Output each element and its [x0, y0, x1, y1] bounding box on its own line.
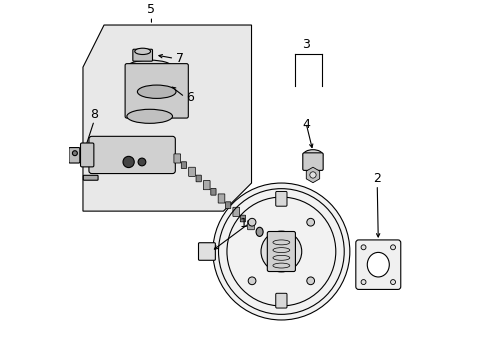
FancyBboxPatch shape — [225, 202, 230, 208]
Circle shape — [72, 151, 77, 156]
FancyBboxPatch shape — [275, 192, 286, 206]
Circle shape — [248, 277, 255, 285]
FancyBboxPatch shape — [247, 221, 254, 230]
Text: 6: 6 — [186, 90, 194, 104]
Ellipse shape — [303, 150, 322, 160]
Text: 7: 7 — [176, 52, 183, 65]
FancyBboxPatch shape — [181, 162, 186, 168]
Ellipse shape — [137, 85, 176, 98]
Text: 4: 4 — [302, 118, 309, 131]
FancyBboxPatch shape — [218, 194, 224, 203]
FancyBboxPatch shape — [188, 167, 195, 176]
FancyBboxPatch shape — [267, 231, 295, 271]
Ellipse shape — [126, 109, 172, 123]
Ellipse shape — [366, 252, 388, 277]
Circle shape — [309, 172, 315, 178]
FancyBboxPatch shape — [203, 181, 210, 190]
Circle shape — [138, 158, 145, 166]
Polygon shape — [83, 25, 251, 211]
FancyBboxPatch shape — [83, 175, 98, 180]
Circle shape — [390, 245, 395, 250]
FancyBboxPatch shape — [240, 215, 245, 222]
FancyBboxPatch shape — [196, 175, 201, 182]
Circle shape — [212, 183, 349, 320]
Ellipse shape — [135, 48, 150, 54]
Circle shape — [390, 280, 395, 284]
Circle shape — [360, 280, 365, 284]
FancyBboxPatch shape — [69, 148, 80, 163]
FancyBboxPatch shape — [198, 243, 215, 260]
FancyBboxPatch shape — [302, 153, 323, 170]
Circle shape — [360, 245, 365, 250]
Text: 8: 8 — [90, 108, 98, 121]
Text: 3: 3 — [302, 39, 309, 51]
Circle shape — [261, 231, 301, 272]
Ellipse shape — [256, 227, 263, 237]
Circle shape — [248, 219, 255, 226]
Text: 2: 2 — [372, 172, 380, 185]
Text: 1: 1 — [240, 217, 247, 230]
Circle shape — [272, 242, 290, 261]
FancyBboxPatch shape — [125, 64, 188, 118]
FancyBboxPatch shape — [133, 49, 152, 61]
FancyBboxPatch shape — [232, 207, 239, 216]
Circle shape — [306, 277, 314, 285]
Circle shape — [123, 156, 134, 168]
FancyBboxPatch shape — [89, 136, 175, 174]
FancyBboxPatch shape — [355, 240, 400, 289]
FancyBboxPatch shape — [174, 154, 180, 163]
FancyBboxPatch shape — [275, 293, 286, 308]
FancyBboxPatch shape — [210, 189, 216, 195]
Circle shape — [306, 219, 314, 226]
FancyBboxPatch shape — [81, 143, 94, 167]
Text: 5: 5 — [147, 3, 155, 16]
Ellipse shape — [126, 60, 172, 74]
